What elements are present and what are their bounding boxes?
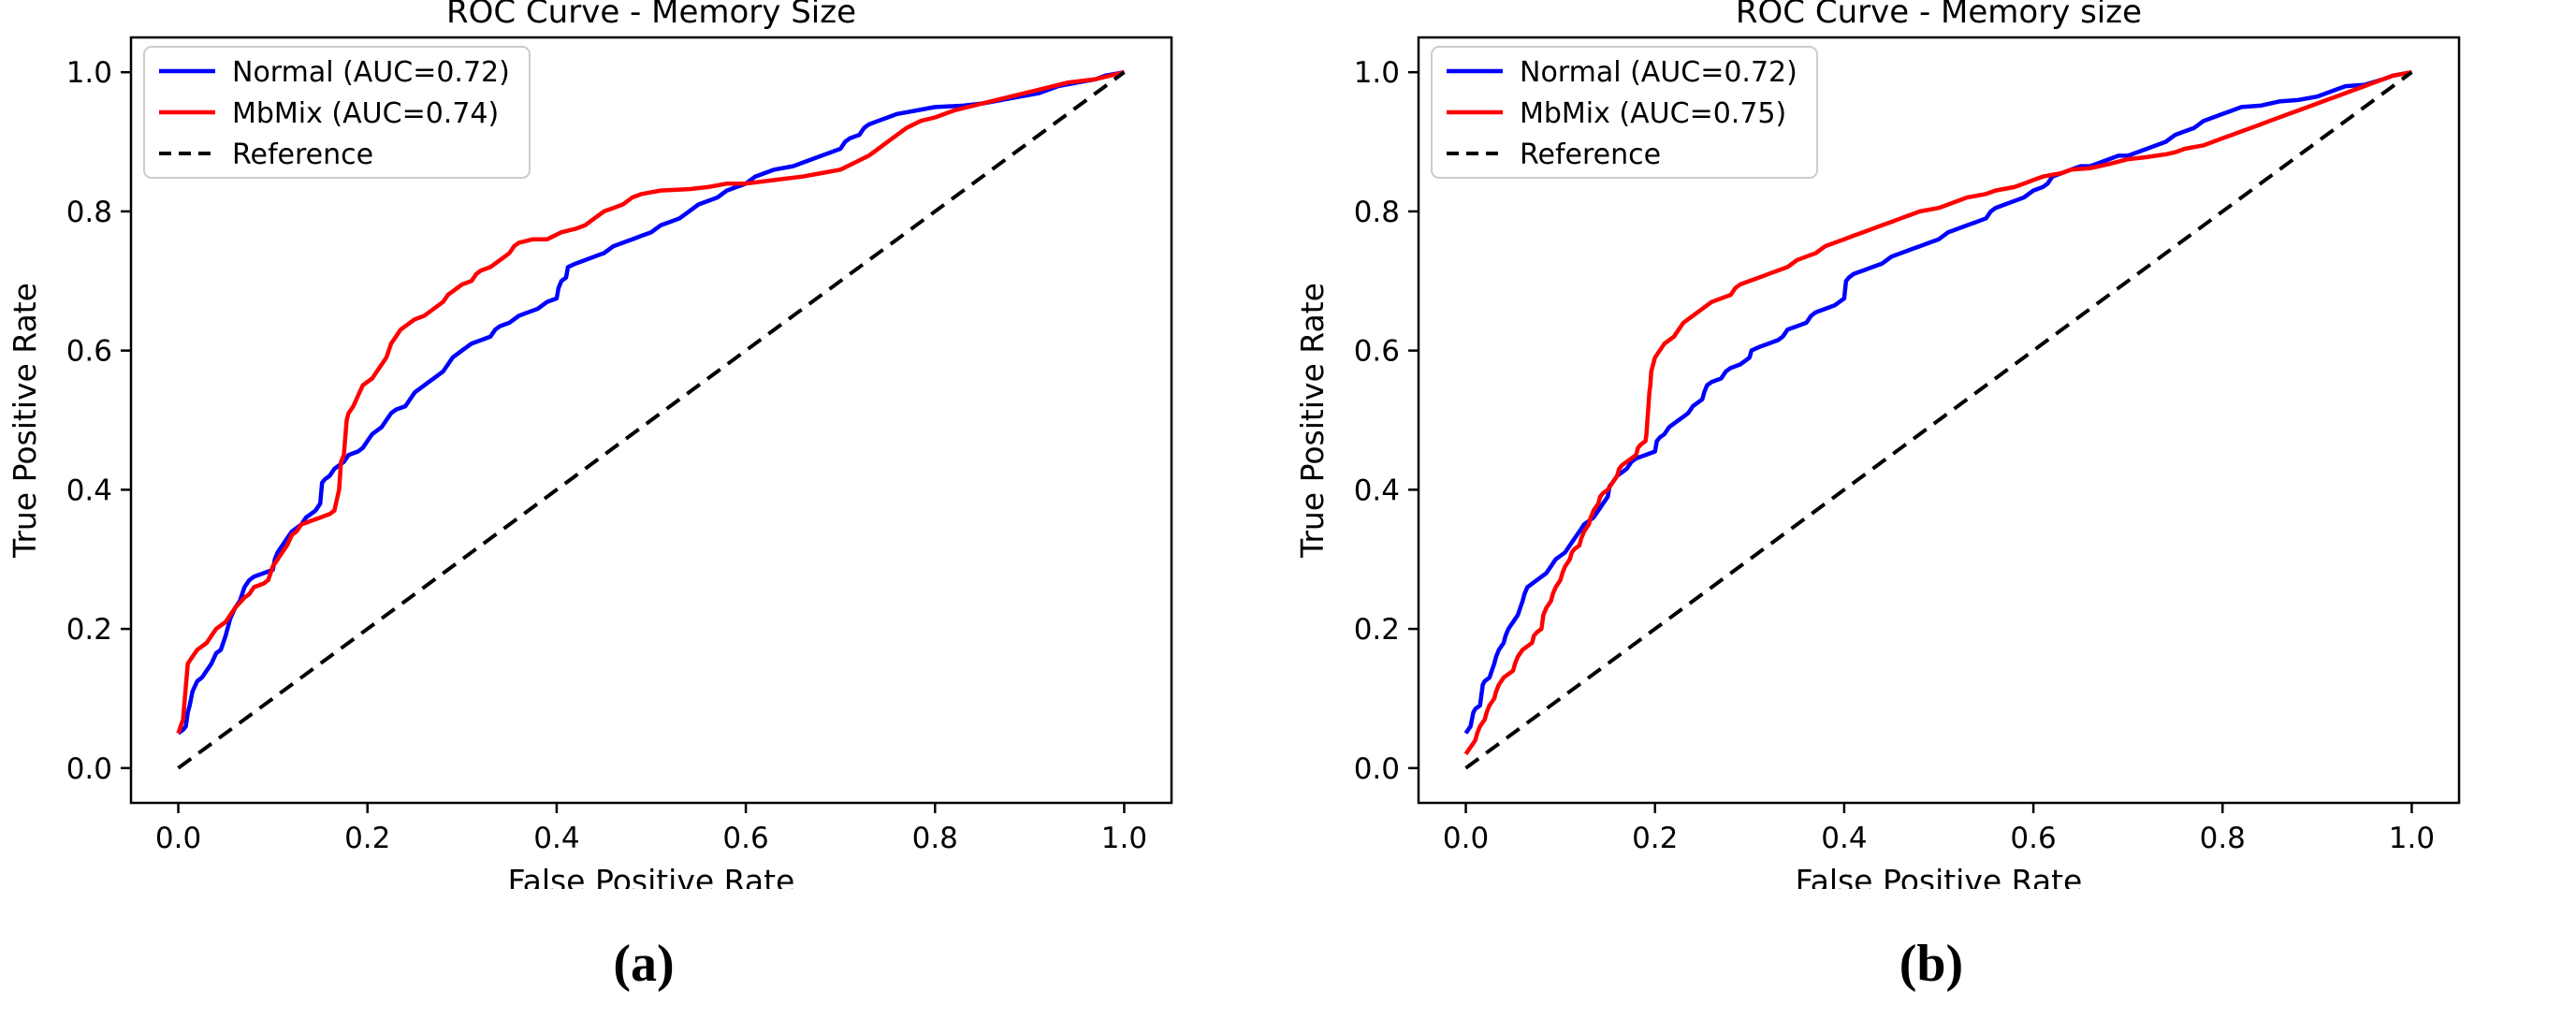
roc-panel-b: ROC Curve - Memory size 0.0 0.2 0.4 0.6 0.8 1.… (1288, 0, 2575, 1034)
x-tick-label: 0.6 (2010, 822, 2056, 855)
x-tick-label: 0.6 (722, 822, 768, 855)
y-axis-label: True Positive Rate (7, 283, 43, 559)
y-tick-label: 0.2 (1354, 613, 1400, 647)
reference-line (1464, 70, 2413, 770)
legend-entry-label-mbmix: MbMix (AUC=0.74) (232, 97, 499, 130)
panel-caption-a: (a) (613, 935, 675, 993)
x-tick-label: 0.2 (1632, 822, 1678, 855)
x-tick-label: 0.0 (155, 822, 201, 855)
roc-curve-mbmix (176, 70, 1126, 735)
roc-panel-a: ROC Curve - Memory Size 0.0 0.2 0.4 0.6 0.8 1.… (7, 0, 1173, 993)
x-axis-label: False Positive Rate (1796, 863, 2083, 889)
panel-caption-b: (b) (1899, 935, 1964, 993)
reference-line (177, 70, 1126, 770)
x-tick-label: 0.0 (1443, 822, 1489, 855)
x-axis-label: False Positive Rate (508, 863, 795, 889)
y-tick-label: 0.4 (1354, 473, 1400, 507)
chart-title: ROC Curve - Memory size (1736, 0, 2142, 31)
roc-curve-normal (1463, 69, 2412, 735)
plot-box (129, 36, 1173, 805)
x-tick-label: 0.2 (344, 822, 390, 855)
legend-entry-label-mbmix: MbMix (AUC=0.75) (1520, 97, 1786, 130)
y-tick-label: 0.8 (66, 196, 112, 229)
x-tick-label: 1.0 (1101, 822, 1147, 855)
legend-entry-label-normal: Normal (AUC=0.72) (232, 56, 510, 89)
plot-box (1417, 36, 2461, 805)
legend-box (1431, 46, 1818, 179)
y-tick-label: 0.4 (66, 473, 112, 507)
roc-chart-b: ROC Curve - Memory size 0.0 0.2 0.4 0.6 0.8 1.… (1294, 0, 2461, 889)
roc-curve-mbmix (1463, 69, 2412, 756)
x-tick-label: 0.8 (912, 822, 958, 855)
y-tick-label: 0.0 (66, 752, 112, 786)
x-tick-label: 0.4 (1821, 822, 1867, 855)
legend-box (143, 46, 531, 179)
roc-curve-normal (177, 69, 1125, 735)
legend-entry-label-reference: Reference (232, 138, 373, 171)
y-tick-label: 0.2 (66, 613, 112, 647)
x-tick-label: 1.0 (2389, 822, 2435, 855)
y-tick-label: 0.0 (1354, 752, 1400, 786)
x-tick-label: 0.8 (2200, 822, 2246, 855)
legend-entry-label-normal: Normal (AUC=0.72) (1520, 56, 1797, 89)
x-tick-label: 0.4 (533, 822, 579, 855)
y-tick-label: 1.0 (66, 56, 112, 90)
y-tick-label: 0.8 (1354, 196, 1400, 229)
y-tick-label: 1.0 (1354, 56, 1400, 90)
roc-chart-a: ROC Curve - Memory Size 0.0 0.2 0.4 0.6 0.8 1.… (7, 0, 1173, 889)
y-axis-label: True Positive Rate (1294, 283, 1331, 559)
legend-entry-label-reference: Reference (1520, 138, 1661, 171)
chart-title: ROC Curve - Memory Size (446, 0, 856, 31)
y-tick-label: 0.6 (66, 335, 112, 369)
y-tick-label: 0.6 (1354, 335, 1400, 369)
